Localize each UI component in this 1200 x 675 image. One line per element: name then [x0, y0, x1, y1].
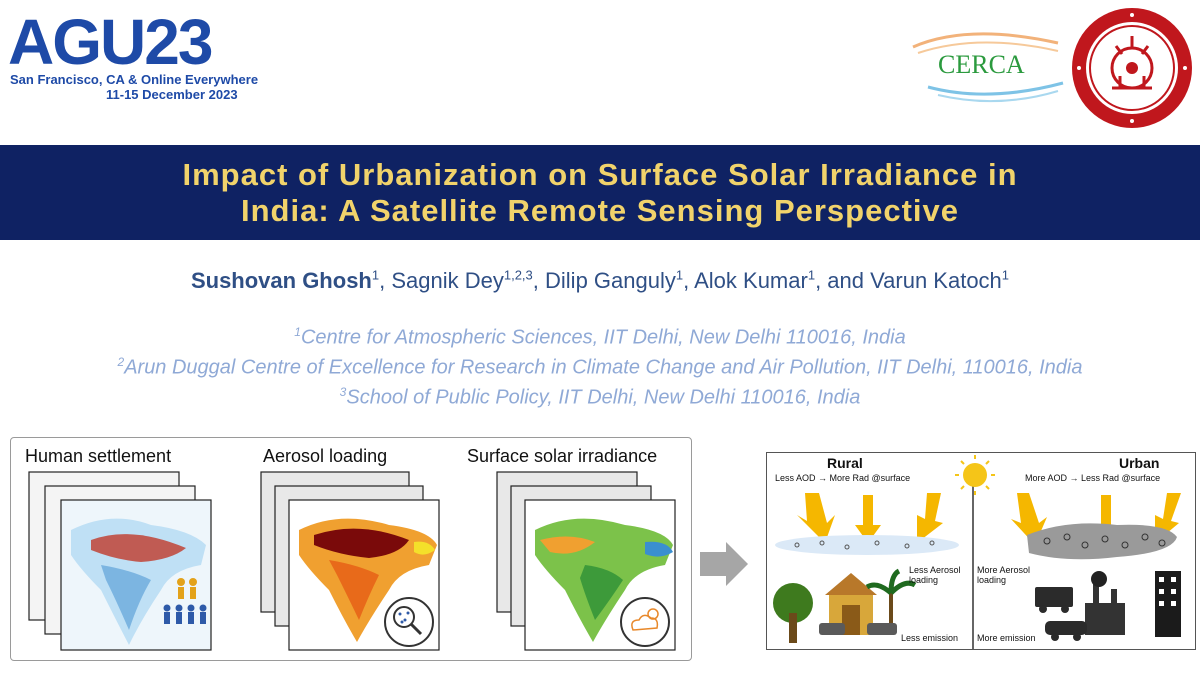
label-human-settlement: Human settlement [25, 446, 172, 466]
aerosol-loading-map [260, 471, 440, 651]
rural-heading: Rural [827, 455, 863, 471]
affiliation-3: 3School of Public Policy, IIT Delhi, New… [339, 385, 861, 409]
author-affil-sup: 1 [675, 268, 684, 283]
author-name: Sagnik Dey [391, 268, 504, 294]
magnifier-icon [384, 597, 434, 647]
author-affil-sup: 1 [371, 268, 380, 283]
agu23-logo: AGU23 San Francisco, CA & Online Everywh… [8, 10, 278, 102]
title-banner [0, 145, 1200, 240]
author-affil-sup: 1,2,3 [503, 268, 533, 283]
agu-location: San Francisco, CA & Online Everywhere [10, 72, 259, 87]
schematic-illustration [773, 455, 1181, 649]
title-line-1: Impact of Urbanization on Surface Solar … [182, 157, 1018, 192]
cerca-waves-icon [912, 32, 1064, 103]
less-emission-label: Less emission [901, 633, 959, 643]
author-name: Sushovan Ghosh [190, 268, 372, 294]
more-aerosol-label: More Aerosol loading [977, 565, 1031, 585]
title-line-2: India: A Satellite Remote Sensing Perspe… [240, 193, 960, 228]
arrow-right-icon [700, 542, 748, 586]
author-list: Sushovan Ghosh1, Sagnik Dey1,2,3, Dilip … [0, 268, 1200, 294]
author-name: Dilip Ganguly [545, 268, 676, 294]
cow-icon [819, 623, 897, 635]
truck-icon [1035, 587, 1073, 613]
author-affil-sup: 1 [1001, 268, 1010, 283]
label-surface-solar-irradiance: Surface solar irradiance [467, 446, 658, 466]
building-icon [1155, 571, 1181, 637]
urban-heading: Urban [1119, 455, 1160, 471]
affiliation-2: 2Arun Duggal Centre of Excellence for Re… [117, 355, 1083, 379]
author-name: Varun Katoch [870, 268, 1002, 294]
partly-cloudy-icon [620, 597, 670, 647]
sun-icon [955, 455, 995, 495]
people-icon [177, 578, 197, 599]
author-entry: Dilip Ganguly1, [545, 268, 695, 294]
author-entry: Sushovan Ghosh1, [190, 268, 392, 294]
author-entry: Varun Katoch1 [870, 268, 1009, 293]
rural-urban-schematic: Rural Urban Less AOD → More Rad @surface… [766, 452, 1196, 650]
factory-icon [1085, 571, 1125, 635]
car-icon [1045, 621, 1087, 641]
author-affil-sup: 1 [807, 268, 816, 283]
rural-subtitle: Less AOD → More Rad @surface [775, 473, 911, 483]
less-aerosol-label: Less Aerosol loading [909, 565, 961, 585]
agu23-logo-mark: AGU23 [8, 6, 213, 78]
tree-icon [773, 583, 813, 643]
palm-tree-icon [865, 568, 917, 633]
iit-delhi-seal-icon [1070, 6, 1194, 130]
cerca-logo-text: CERCA [938, 50, 1025, 79]
author-name: Alok Kumar [694, 268, 808, 294]
urban-subtitle: More AOD → Less Rad @surface [1025, 473, 1161, 483]
surface-solar-irradiance-map [496, 471, 676, 651]
agu-dates: 11-15 December 2023 [106, 87, 238, 102]
human-settlement-map [28, 471, 212, 651]
cerca-logo: CERCA [908, 25, 1068, 105]
affiliation-1: 1Centre for Atmospheric Sciences, IIT De… [294, 325, 906, 349]
author-entry: Sagnik Dey1,2,3, [391, 268, 546, 294]
data-maps-panel: Human settlement Aerosol loading Surface… [10, 437, 692, 661]
more-emission-label: More emission [977, 633, 1036, 643]
poster-title: Impact of Urbanization on Surface Solar … [0, 157, 1200, 229]
label-aerosol-loading: Aerosol loading [263, 446, 388, 466]
author-entry: Alok Kumar1, and [694, 268, 871, 294]
